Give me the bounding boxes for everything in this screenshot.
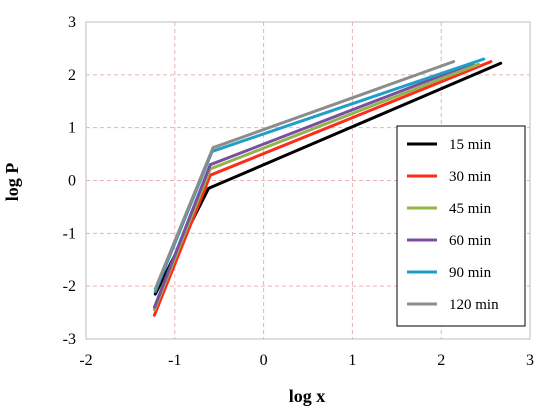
x-tick-label: 1 <box>348 352 356 369</box>
series-group <box>152 57 503 317</box>
axes <box>85 21 531 340</box>
legend-label-2: 45 min <box>449 201 492 217</box>
legend-label-3: 60 min <box>449 233 492 249</box>
x-tick-label: -1 <box>168 352 181 369</box>
y-tick-label: -2 <box>63 278 76 295</box>
y-tick-label: 3 <box>68 14 76 31</box>
legend-box <box>396 125 526 327</box>
y-tick-label: 1 <box>68 120 76 137</box>
y-tick-label: -1 <box>63 225 76 242</box>
legend: 15 min 30 min 45 min 60 min 90 min 120 min <box>396 125 526 327</box>
series-line-1 <box>152 60 493 317</box>
series-line-3 <box>152 61 475 309</box>
legend-label-1: 30 min <box>449 169 492 185</box>
x-tick-label: -2 <box>79 352 92 369</box>
y-tick-label: -3 <box>63 331 76 348</box>
x-tick-label: 2 <box>437 352 445 369</box>
series-line-5 <box>153 60 456 291</box>
legend-label-4: 90 min <box>449 265 492 281</box>
legend-label-5: 120 min <box>449 297 499 313</box>
x-tick-label: 3 <box>526 352 534 369</box>
legend-label-0: 15 min <box>449 137 492 153</box>
x-axis-label: log x <box>289 386 326 406</box>
x-tick-label: 0 <box>260 352 268 369</box>
y-axis-label: log P <box>2 163 22 202</box>
y-tick-label: 0 <box>68 173 76 190</box>
plot-area-border <box>85 21 531 340</box>
y-tick-label: 2 <box>68 67 76 84</box>
